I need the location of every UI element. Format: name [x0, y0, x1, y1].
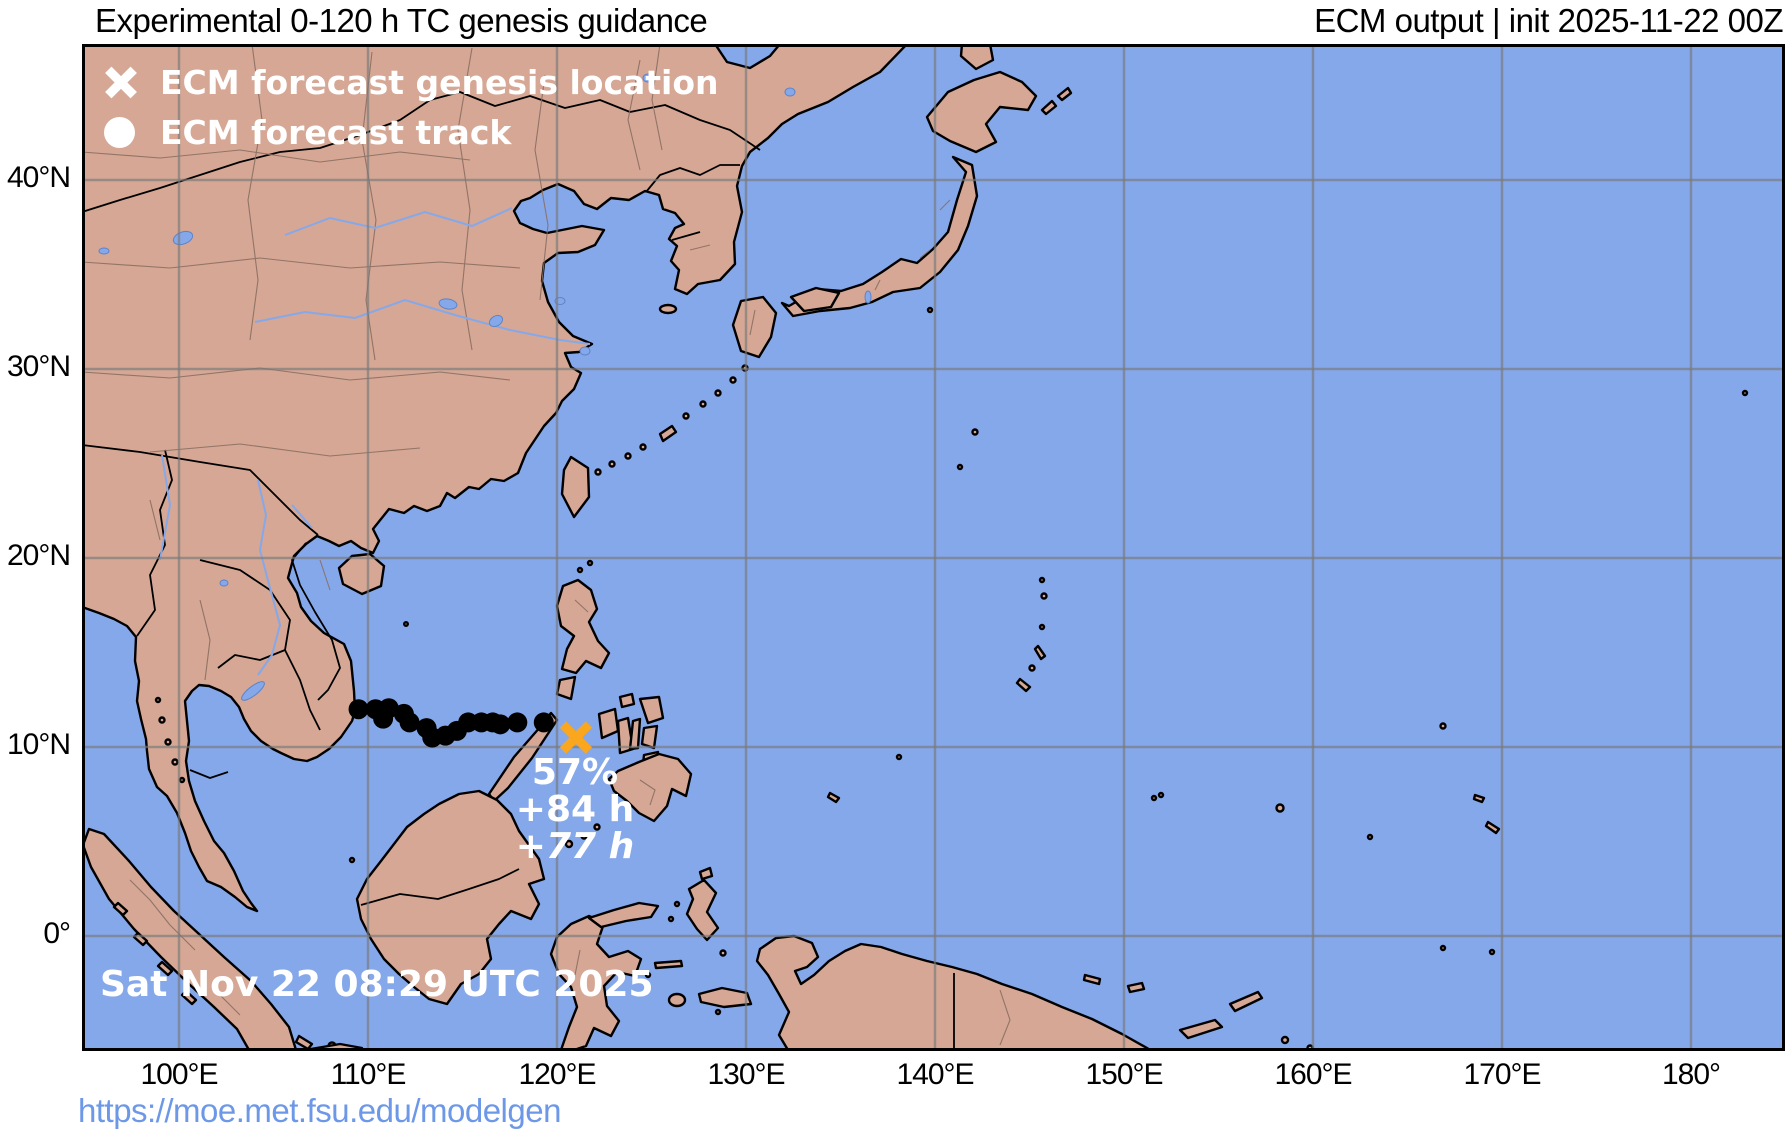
source-url-link[interactable]: https://moe.met.fsu.edu/modelgen — [78, 1092, 561, 1129]
island-honshu — [780, 155, 979, 318]
province-border-layer — [82, 44, 1011, 1046]
island-moluccas-specks — [644, 900, 727, 1016]
island-buru — [667, 992, 687, 1008]
island-kuril — [1040, 86, 1073, 116]
island-shikoku — [789, 286, 841, 313]
track-point — [490, 714, 511, 735]
island-hokkaido — [925, 70, 1038, 154]
island-bonin-chain — [926, 306, 1749, 471]
legend-track-label: ECM forecast track — [160, 112, 512, 152]
lat-tick-label: 20°N — [6, 539, 71, 572]
lon-tick-label: 170°E — [1463, 1058, 1541, 1091]
lon-tick-label: 180° — [1661, 1058, 1721, 1091]
track-point — [373, 708, 394, 729]
island-kyushu — [731, 295, 778, 359]
map-frame-border — [82, 44, 1785, 1051]
genesis-probability-label: 57% — [531, 752, 619, 793]
island-mariana-chain — [1015, 576, 1048, 693]
island-mindanao — [607, 752, 693, 823]
x-marker-icon — [102, 64, 142, 100]
basemap-svg — [82, 44, 1785, 1051]
lat-tick-label: 30°N — [6, 350, 71, 383]
island-jeju — [658, 303, 678, 315]
lon-tick-label: 100°E — [140, 1058, 218, 1091]
island-halmahera — [685, 878, 720, 942]
island-myeik-chain — [154, 621, 410, 864]
island-sula — [653, 959, 684, 970]
island-okinawa — [658, 424, 678, 443]
genesis-x-marker — [559, 721, 593, 754]
country-border-layer — [82, 91, 955, 1050]
legend-row-genesis: ECM forecast genesis location — [102, 62, 719, 102]
genesis-marker-layer — [559, 721, 593, 754]
track-point — [348, 699, 369, 720]
island-seram — [697, 986, 753, 1009]
forecast-track-layer — [348, 698, 554, 748]
river-layer — [159, 207, 591, 676]
track-point — [399, 712, 420, 733]
island-sulu-chain — [564, 823, 601, 849]
island-hainan — [337, 552, 386, 596]
lon-tick-label: 130°E — [707, 1058, 785, 1091]
lat-tick-label: 40°N — [6, 161, 71, 194]
island-morotai — [698, 866, 714, 881]
island-taiwan — [560, 455, 591, 519]
island-sakhalin — [959, 44, 995, 71]
legend-row-track: ECM forecast track — [102, 112, 511, 152]
track-dot-icon — [102, 114, 142, 150]
lon-tick-label: 110°E — [330, 1058, 407, 1091]
island-luzon — [555, 578, 611, 675]
lake-layer — [98, 73, 872, 701]
lon-tick-label: 140°E — [896, 1058, 974, 1091]
map-canvas: ECM forecast genesis location ECM foreca… — [82, 44, 1785, 1051]
island-sumatra-west-chain — [112, 901, 198, 1006]
island-visayas — [576, 559, 665, 769]
gridline-layer — [82, 44, 1785, 1051]
lon-tick-label: 160°E — [1274, 1058, 1352, 1091]
track-point — [533, 712, 554, 733]
genesis-annotation-block: 57% +84 h +77 h — [455, 754, 695, 865]
lat-tick-label: 0° — [43, 917, 71, 950]
lon-tick-label: 120°E — [518, 1058, 596, 1091]
map-timestamp: Sat Nov 22 08:29 UTC 2025 — [100, 964, 654, 1005]
legend-genesis-label: ECM forecast genesis location — [160, 62, 719, 102]
genesis-first-hour-label: +77 h — [515, 826, 635, 867]
island-sulawesi — [549, 914, 643, 1051]
island-mindoro — [555, 675, 577, 701]
island-caroline-marshall-specks — [826, 722, 1501, 956]
island-sulawesi-north-arm — [587, 901, 660, 929]
lat-tick-label: 10°N — [6, 728, 71, 761]
genesis-mean-hour-label: +84 h — [515, 789, 635, 830]
page-title: Experimental 0-120 h TC genesis guidance — [95, 2, 708, 39]
lon-tick-label: 150°E — [1085, 1058, 1163, 1091]
island-borneo — [355, 789, 546, 1006]
model-init-label: ECM output | init 2025-11-22 00Z — [1314, 2, 1783, 39]
track-point — [507, 712, 528, 733]
